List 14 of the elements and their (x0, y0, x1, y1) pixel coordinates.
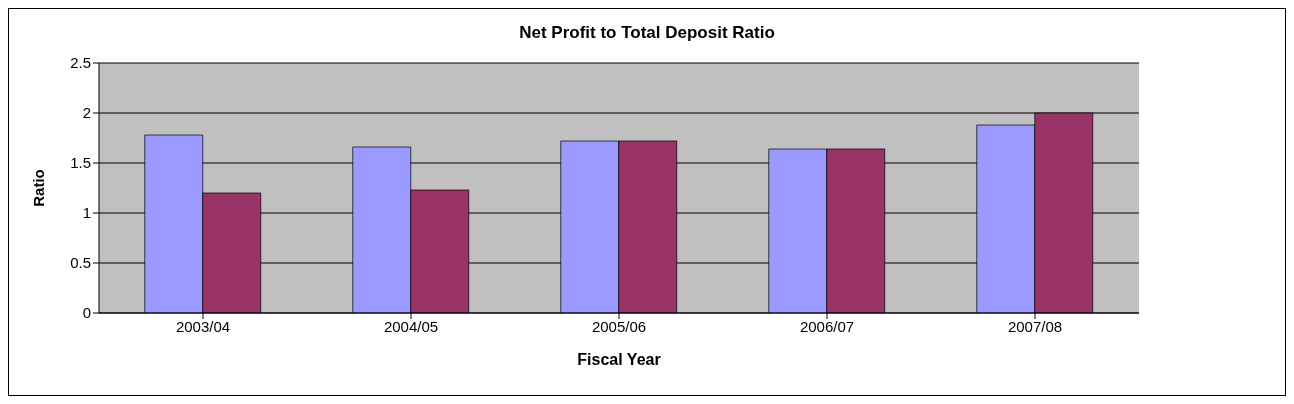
x-tick-label: 2004/05 (383, 317, 439, 335)
x-axis-title: Fiscal Year (577, 351, 661, 368)
y-tick-label: 2.5 (70, 54, 91, 72)
y-tick-label: 0.5 (70, 254, 91, 272)
y-tick-label: 2 (82, 104, 91, 122)
chart-title: Net Profit to Total Deposit Ratio (518, 23, 776, 43)
y-tick-label: 1 (82, 204, 91, 222)
y-tick-label: 0 (82, 304, 91, 322)
x-tick-label: 2007/08 (1007, 317, 1063, 335)
x-tick-label: 2006/07 (799, 317, 855, 335)
y-axis-title: Ratio (30, 169, 48, 207)
y-tick-label: 1.5 (70, 154, 91, 172)
x-tick-label: 2005/06 (591, 317, 647, 335)
x-tick-label: 2003/04 (175, 317, 231, 335)
